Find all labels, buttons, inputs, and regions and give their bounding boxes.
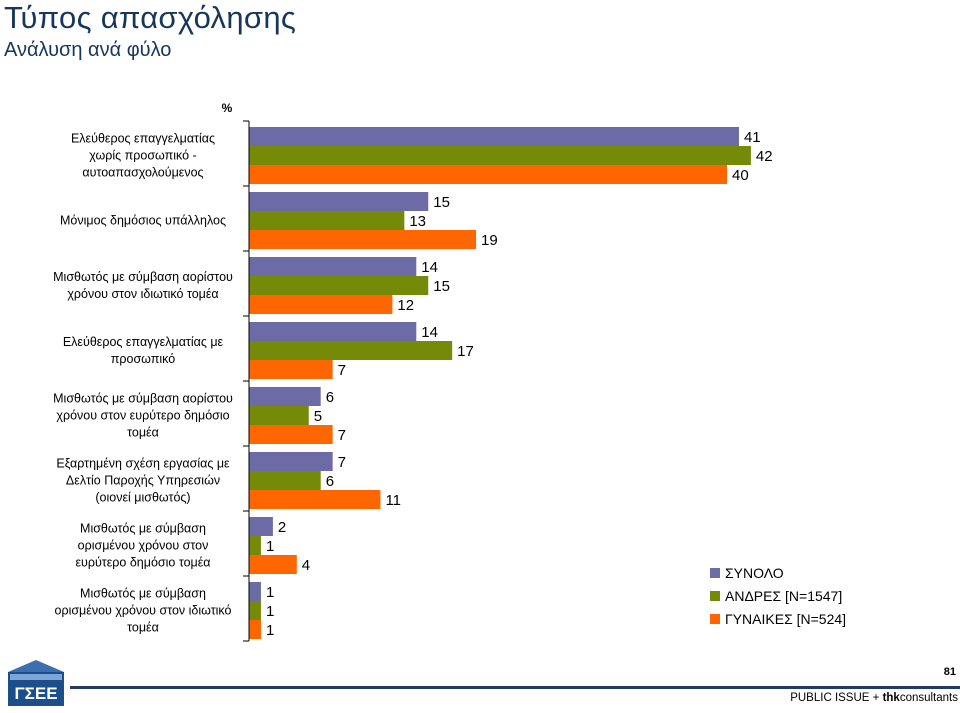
bar-women bbox=[249, 165, 727, 184]
bar-women bbox=[249, 490, 381, 509]
bar-women bbox=[249, 425, 333, 444]
bar-men bbox=[249, 146, 751, 165]
data-label: 14 bbox=[421, 324, 438, 341]
category-label: τομέα bbox=[127, 426, 159, 440]
bar-total bbox=[249, 387, 321, 406]
bar-total bbox=[249, 192, 429, 211]
data-label: 2 bbox=[278, 519, 286, 536]
category-label: Εξαρτημένη σχέση εργασίας με bbox=[56, 457, 230, 471]
category-label: χρόνου στον ευρύτερο δημόσιο bbox=[56, 409, 229, 423]
category-label: Μόνιμος δημόσιος υπάλληλος bbox=[60, 214, 226, 228]
slide-title: Τύπος απασχόλησης bbox=[4, 0, 297, 35]
data-label: 1 bbox=[266, 622, 274, 639]
category-label: Ελεύθερος επαγγελματίας bbox=[71, 132, 215, 146]
bar-women bbox=[249, 555, 297, 574]
legend-label-women: ΓΥΝΑΙΚΕΣ [N=524] bbox=[725, 611, 846, 627]
bar-men bbox=[249, 341, 453, 360]
data-label: 1 bbox=[266, 538, 274, 555]
data-label: 7 bbox=[338, 362, 346, 379]
data-label: 15 bbox=[433, 278, 450, 295]
category-label: Μισθωτός με σύμβαση bbox=[80, 522, 206, 536]
data-label: 7 bbox=[338, 427, 346, 444]
bar-total bbox=[249, 322, 417, 341]
data-label: 15 bbox=[433, 194, 450, 211]
data-label: 40 bbox=[732, 167, 749, 184]
legend-label-total: ΣΥΝΟΛΟ bbox=[725, 565, 784, 581]
bar-women bbox=[249, 295, 393, 314]
category-label: προσωπικό bbox=[111, 352, 175, 366]
legend-swatch-men bbox=[710, 591, 720, 601]
category-label: ορισμένου χρόνου στον bbox=[78, 539, 209, 553]
data-label: 19 bbox=[481, 232, 498, 249]
data-label: 14 bbox=[421, 259, 438, 276]
data-label: 4 bbox=[302, 557, 310, 574]
data-label: 42 bbox=[756, 148, 773, 165]
category-label: Μισθωτός με σύμβαση αορίστου bbox=[53, 392, 233, 406]
footer-brand: PUBLIC ISSUE + thkconsultants bbox=[790, 692, 958, 704]
category-label: Δελτίο Παροχής Υπηρεσιών bbox=[66, 474, 220, 488]
footer-brand-right: consultants bbox=[899, 692, 958, 704]
data-label: 1 bbox=[266, 584, 274, 601]
category-label: αυτοαπασχολούμενος bbox=[82, 166, 203, 180]
bar-women bbox=[249, 230, 477, 249]
logo-text: ΓΣΕΕ bbox=[14, 684, 57, 703]
category-label: ευρύτερο δημόσιο τομέα bbox=[75, 556, 210, 570]
category-label: ορισμένου χρόνου στον ιδιωτικό bbox=[55, 604, 232, 618]
bar-women bbox=[249, 360, 333, 379]
bar-men bbox=[249, 471, 321, 490]
data-label: 5 bbox=[314, 408, 322, 425]
gsee-logo: ΓΣΕΕ bbox=[4, 658, 68, 708]
data-label: 17 bbox=[457, 343, 474, 360]
footer-brand-bold: thk bbox=[882, 692, 900, 704]
category-label: (οιονεί μισθωτός) bbox=[95, 491, 190, 505]
bar-total bbox=[249, 452, 333, 471]
category-label: τομέα bbox=[127, 621, 159, 635]
slide-subtitle: Ανάλυση ανά φύλο bbox=[4, 39, 172, 61]
bar-total bbox=[249, 582, 261, 601]
category-label: χρόνου στον ιδιωτικό τομέα bbox=[67, 287, 218, 301]
data-label: 6 bbox=[326, 473, 334, 490]
bar-total bbox=[249, 257, 417, 276]
category-label: Μισθωτός με σύμβαση αορίστου bbox=[53, 270, 233, 284]
footer-brand-left: PUBLIC ISSUE + bbox=[790, 692, 883, 704]
unit-label: % bbox=[222, 101, 233, 115]
bar-men bbox=[249, 406, 309, 425]
category-label: χωρίς προσωπικό - bbox=[89, 149, 196, 163]
legend-swatch-total bbox=[710, 568, 720, 578]
category-label: Ελεύθερος επαγγελματίας με bbox=[63, 335, 224, 349]
category-label: Μισθωτός με σύμβαση bbox=[80, 587, 206, 601]
bar-total bbox=[249, 127, 739, 146]
data-label: 41 bbox=[744, 129, 761, 146]
data-label: 12 bbox=[397, 297, 414, 314]
footer-divider bbox=[70, 686, 960, 689]
data-label: 1 bbox=[266, 603, 274, 620]
page-number: 81 bbox=[943, 666, 956, 678]
bar-men bbox=[249, 536, 261, 555]
bar-women bbox=[249, 620, 261, 639]
bar-men bbox=[249, 211, 405, 230]
data-label: 6 bbox=[326, 389, 334, 406]
data-label: 11 bbox=[385, 492, 401, 509]
legend-swatch-women bbox=[710, 614, 720, 624]
data-label: 13 bbox=[409, 213, 426, 230]
data-label: 7 bbox=[338, 454, 346, 471]
legend-label-men: ΑΝΔΡΕΣ [N=1547] bbox=[725, 588, 842, 604]
bar-men bbox=[249, 276, 429, 295]
bar-men bbox=[249, 601, 261, 620]
bar-total bbox=[249, 517, 273, 536]
